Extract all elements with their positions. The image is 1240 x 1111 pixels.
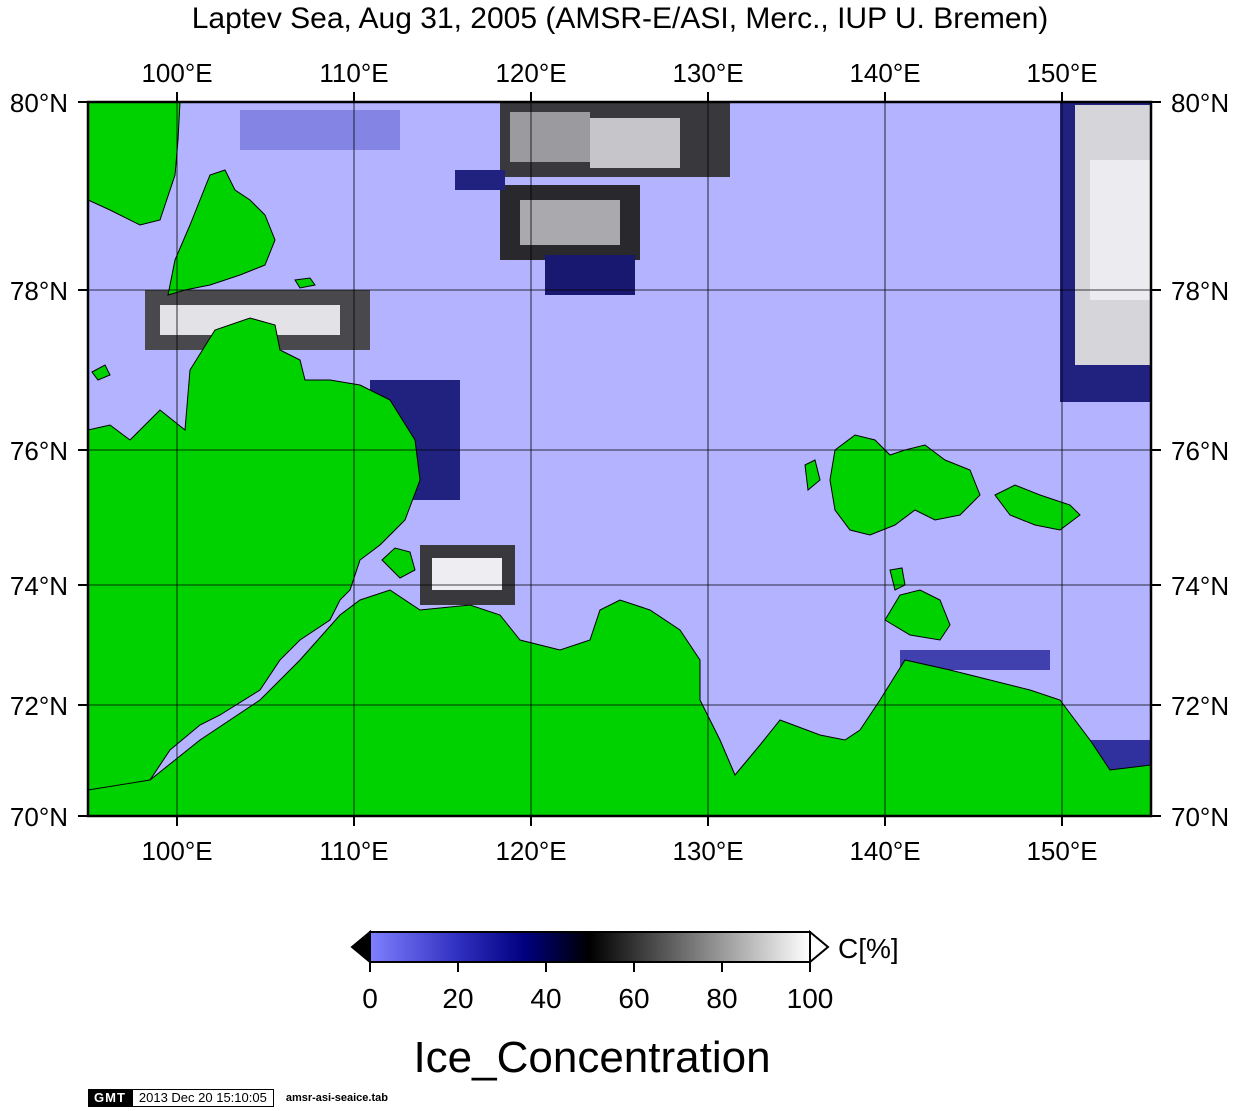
colorbar-unit-label: C[%] (838, 933, 899, 964)
colorbar-tick-label: 80 (706, 983, 737, 1014)
lon-labels-bottom: 100°E 110°E 120°E 130°E 140°E 150°E (141, 836, 1097, 866)
lon-label-bottom: 120°E (495, 836, 566, 866)
land-severnaya-zemlya (167, 169, 276, 296)
land-island-east (994, 484, 1081, 531)
lon-label-top: 120°E (495, 58, 566, 88)
colorbar-tick-label: 100 (787, 983, 834, 1014)
variable-label: Ice_Concentration (413, 1033, 770, 1082)
lon-label-bottom: 140°E (849, 836, 920, 866)
stamp-filename: amsr-asi-seaice.tab (285, 1092, 388, 1104)
lat-label-left: 74°N (10, 571, 68, 601)
lon-label-bottom: 110°E (319, 836, 388, 866)
map-frame (86, 100, 1153, 818)
lat-label-right: 72°N (1171, 691, 1229, 721)
land-lyakhovsky-island (884, 589, 951, 641)
tick-marks (78, 92, 1161, 826)
colorbar: 0 20 40 60 80 100 C[%] (350, 929, 899, 1014)
land-new-siberian-islands (829, 434, 981, 536)
colorbar-gradient (369, 931, 811, 963)
lat-label-right: 78°N (1171, 276, 1229, 306)
lat-label-right: 76°N (1171, 436, 1229, 466)
colorbar-tick-label: 40 (530, 983, 561, 1014)
stamp-timestamp: 2013 Dec 20 15:10:05 (131, 1089, 274, 1107)
lon-label-top: 110°E (319, 58, 388, 88)
land-islet-south (381, 547, 416, 579)
land-northwest (88, 102, 181, 226)
lat-labels-left: 80°N 78°N 76°N 74°N 72°N 70°N (10, 88, 68, 832)
map-content (88, 102, 1151, 816)
lat-labels-right: 80°N 78°N 76°N 74°N 72°N 70°N (1171, 88, 1229, 832)
colorbar-tick-label: 60 (618, 983, 649, 1014)
lon-label-bottom: 100°E (141, 836, 212, 866)
colorbar-tick-label: 20 (442, 983, 473, 1014)
colorbar-under-triangle (350, 929, 371, 965)
sea-ice-layer (145, 102, 1151, 770)
lon-label-top: 150°E (1026, 58, 1097, 88)
lat-label-right: 80°N (1171, 88, 1229, 118)
lat-label-left: 72°N (10, 691, 68, 721)
land-taymyr (88, 317, 421, 791)
lat-label-right: 70°N (1171, 802, 1229, 832)
map-title: Laptev Sea, Aug 31, 2005 (AMSR-E/ASI, Me… (192, 2, 1049, 35)
land-island-small (804, 459, 821, 491)
lon-label-bottom: 130°E (672, 836, 743, 866)
lat-label-left: 76°N (10, 436, 68, 466)
lon-label-top: 100°E (141, 58, 212, 88)
colorbar-over-triangle (809, 929, 830, 965)
graticule (88, 102, 1151, 816)
gmt-timestamp-stamp: GMT 2013 Dec 20 15:10:05 amsr-asi-seaice… (88, 1089, 388, 1107)
lon-label-bottom: 150°E (1026, 836, 1097, 866)
lat-label-left: 70°N (10, 802, 68, 832)
lat-label-right: 74°N (1171, 571, 1229, 601)
gmt-logo: GMT (88, 1089, 132, 1107)
lon-labels-top: 100°E 110°E 120°E 130°E 140°E 150°E (141, 58, 1097, 88)
colorbar-tick-label: 0 (362, 983, 378, 1014)
lat-label-left: 78°N (10, 276, 68, 306)
lat-label-left: 80°N (10, 88, 68, 118)
lon-label-top: 130°E (672, 58, 743, 88)
lon-label-top: 140°E (849, 58, 920, 88)
